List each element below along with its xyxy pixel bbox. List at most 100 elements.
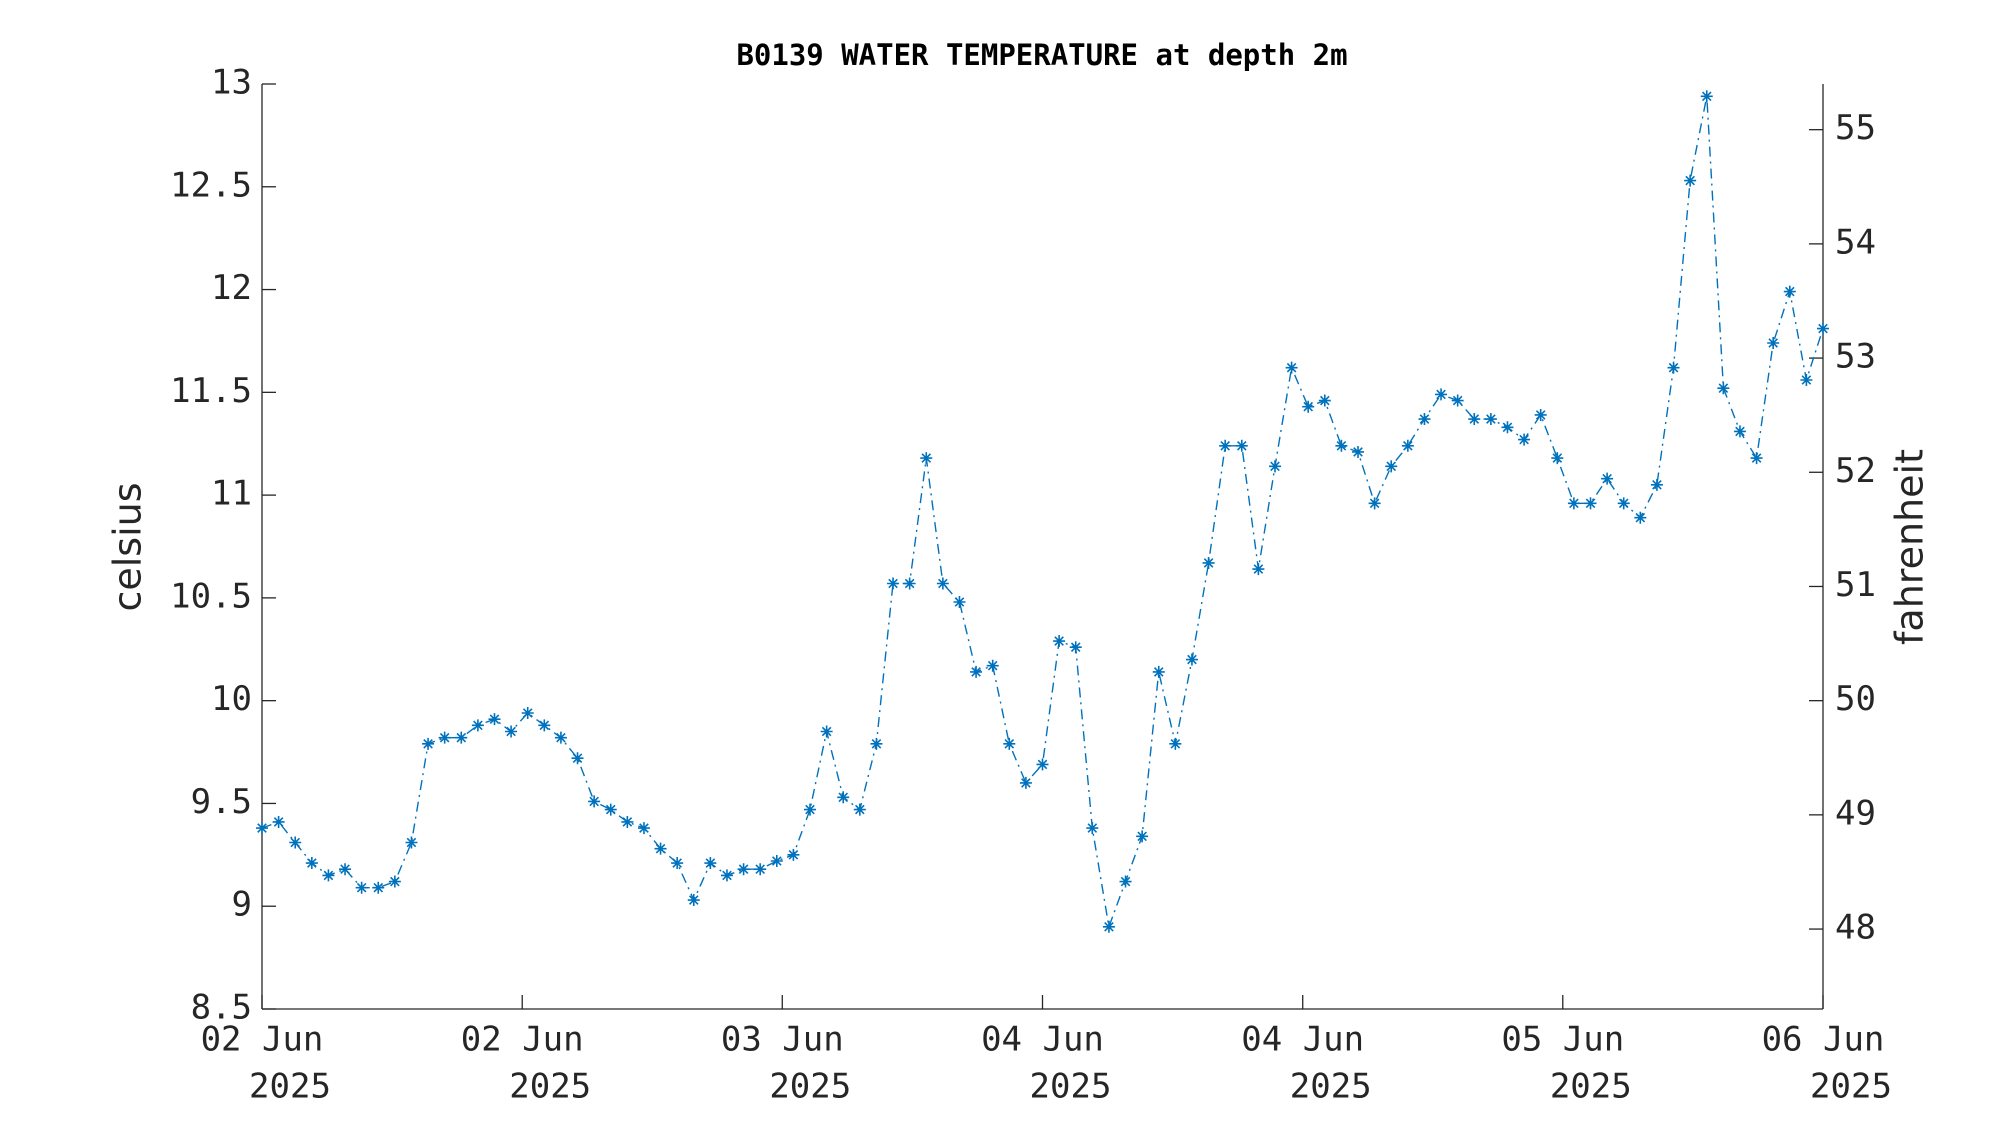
x-tick-label: 04 Jun: [981, 1020, 1104, 1060]
data-point: [1684, 174, 1697, 187]
data-point: [1335, 439, 1348, 452]
data-point: [1800, 374, 1813, 386]
y-tick-label: 12: [211, 268, 252, 308]
data-point: [1368, 497, 1381, 510]
data-point: [322, 869, 335, 882]
data-point: [571, 752, 584, 765]
data-point: [455, 731, 468, 744]
y-tick-label: 8.5: [191, 988, 252, 1028]
data-point: [1667, 361, 1680, 374]
data-point: [1451, 394, 1464, 407]
x-tick-label: 2025: [509, 1067, 591, 1107]
y2-axis-label: fahrenheit: [1888, 449, 1932, 645]
y2-tick-label: 54: [1835, 222, 1876, 262]
data-point: [1750, 452, 1763, 465]
data-point: [1036, 758, 1049, 771]
y2-tick-label: 49: [1835, 793, 1876, 833]
data-point: [1551, 452, 1564, 465]
y-tick-label: 11: [211, 474, 252, 514]
y-tick-label: 9.5: [191, 782, 252, 822]
data-point: [986, 659, 999, 672]
data-point: [1700, 90, 1713, 103]
data-point: [1650, 478, 1663, 491]
data-point: [1401, 439, 1414, 452]
y-tick-label: 11.5: [170, 371, 252, 411]
data-point: [1435, 388, 1448, 401]
data-point: [1783, 285, 1796, 298]
data-point: [256, 822, 268, 835]
data-point: [1567, 497, 1580, 510]
data-point: [1767, 337, 1780, 349]
data-point: [903, 577, 916, 590]
data-point: [1019, 776, 1032, 789]
data-point: [804, 803, 817, 816]
x-tick-label: 02 Jun: [461, 1020, 584, 1060]
data-point: [621, 815, 634, 828]
data-point: [637, 822, 650, 835]
data-point: [289, 836, 302, 849]
data-point: [372, 881, 385, 894]
x-tick-label: 2025: [1550, 1067, 1632, 1107]
y-tick-label: 9: [232, 885, 252, 925]
data-point: [272, 815, 285, 828]
data-point: [1152, 665, 1165, 678]
x-tick-label: 2025: [1030, 1067, 1112, 1107]
chart-title: B0139 WATER TEMPERATURE at depth 2m: [736, 38, 1347, 72]
data-point: [654, 842, 667, 855]
data-point: [737, 863, 750, 876]
data-point: [1817, 322, 1829, 335]
data-point: [787, 848, 800, 861]
data-point: [388, 875, 401, 888]
data-point: [1202, 556, 1215, 569]
data-point: [920, 452, 933, 465]
data-point: [1733, 425, 1746, 438]
data-point: [1318, 394, 1331, 407]
y2-tick-label: 48: [1835, 908, 1876, 948]
data-point: [1003, 737, 1016, 750]
data-point: [1634, 511, 1647, 524]
data-point: [538, 719, 551, 732]
data-point: [820, 725, 833, 738]
data-point: [1185, 653, 1198, 666]
x-tick-label: 05 Jun: [1501, 1020, 1624, 1060]
data-point: [837, 791, 850, 804]
x-tick-label: 2025: [1290, 1067, 1372, 1107]
data-point: [1235, 439, 1248, 452]
data-point: [720, 869, 733, 882]
data-point: [488, 713, 501, 726]
data-point: [754, 863, 767, 876]
x-tick-label: 02 Jun: [201, 1020, 324, 1060]
data-point: [405, 836, 418, 849]
data-point: [588, 795, 601, 808]
data-point: [870, 737, 883, 750]
data-point: [505, 725, 518, 738]
data-point: [1601, 472, 1614, 485]
x-tick-label: 03 Jun: [721, 1020, 844, 1060]
data-point: [521, 707, 534, 719]
y2-tick-label: 55: [1835, 108, 1876, 148]
x-tick-label: 2025: [1810, 1067, 1892, 1107]
data-point: [471, 719, 484, 732]
data-point: [1086, 822, 1099, 835]
data-point: [1385, 460, 1398, 473]
data-point: [355, 881, 368, 894]
data-point: [1534, 408, 1547, 421]
data-point: [1352, 445, 1365, 458]
data-point: [604, 803, 617, 816]
data-point: [887, 577, 900, 590]
y-tick-label: 12.5: [170, 165, 252, 205]
data-point: [1418, 413, 1431, 426]
data-point: [554, 731, 567, 744]
data-point: [936, 577, 949, 590]
y2-tick-label: 52: [1835, 451, 1876, 491]
data-point: [704, 857, 717, 870]
data-point: [687, 894, 700, 907]
y2-tick-label: 53: [1835, 337, 1876, 377]
x-tick-label: 2025: [769, 1067, 851, 1107]
data-point: [1102, 920, 1115, 933]
data-point: [1518, 433, 1531, 446]
data-point: [770, 855, 783, 867]
data-point: [1501, 421, 1514, 434]
data-point: [1717, 382, 1730, 395]
